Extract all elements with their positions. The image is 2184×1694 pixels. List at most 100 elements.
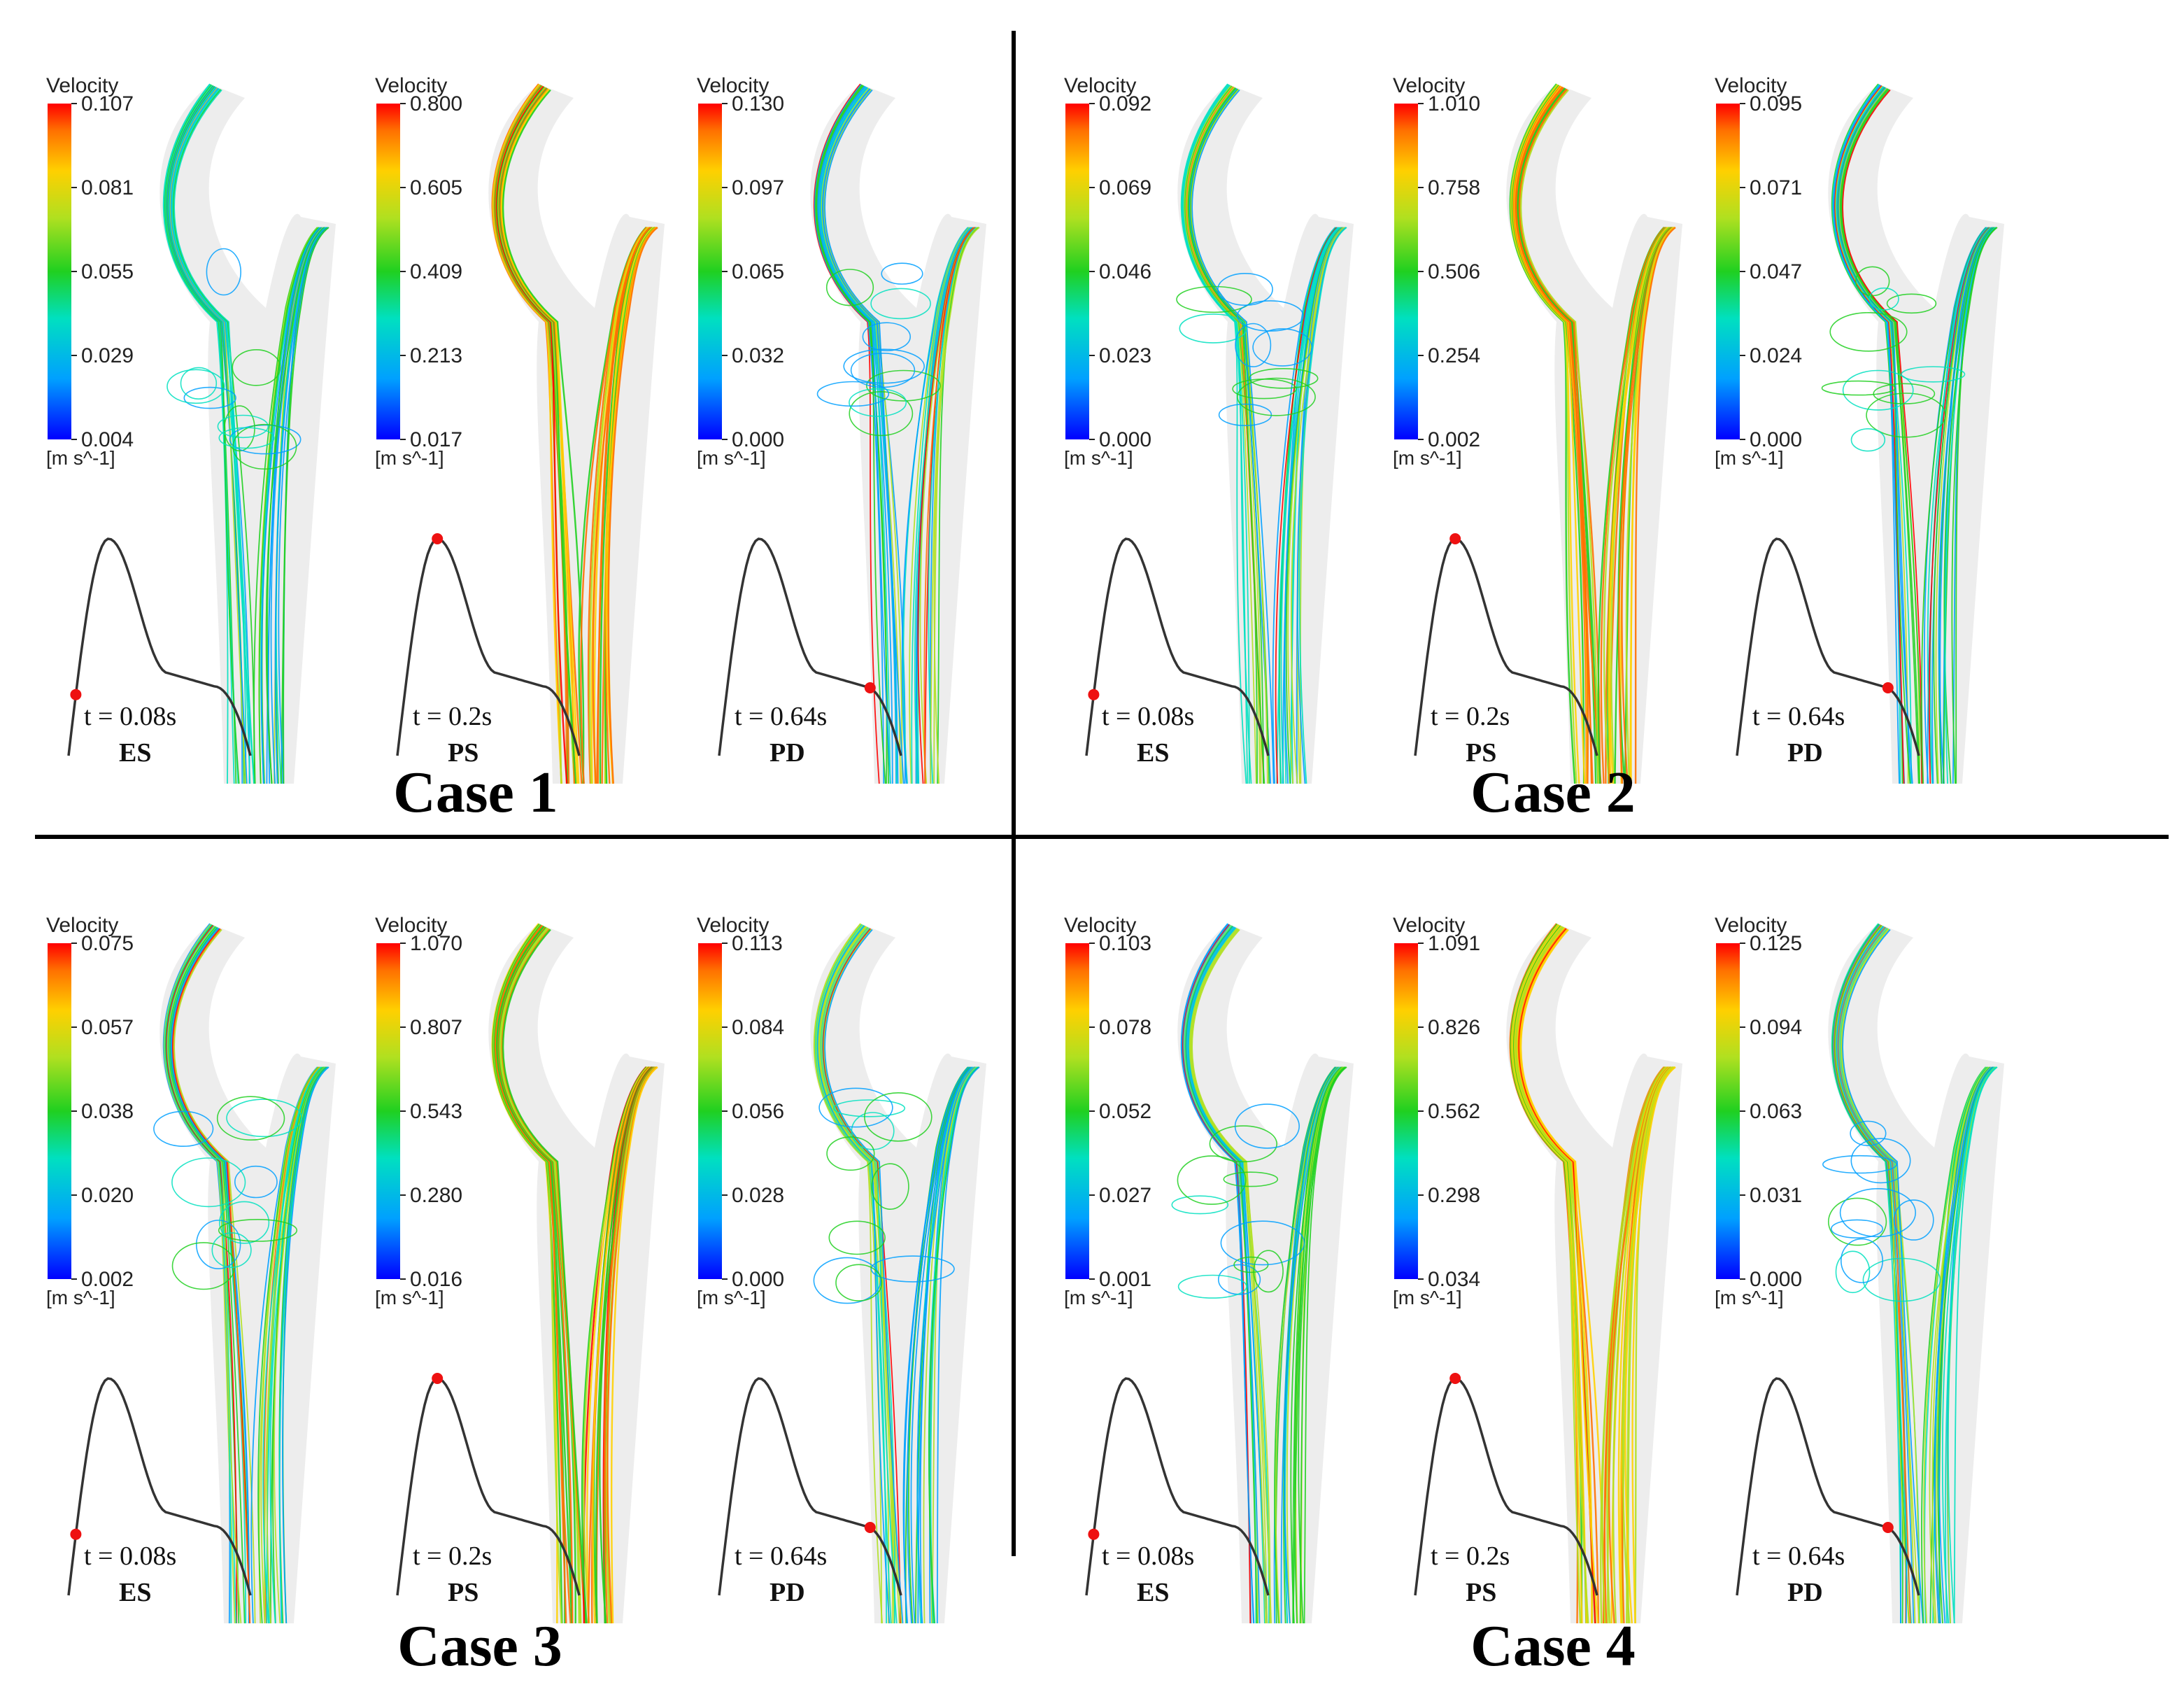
streamline	[250, 1066, 318, 1624]
recirculation-loop	[1822, 1155, 1897, 1174]
streamline	[1839, 88, 1920, 784]
recirculation-loop	[835, 1264, 883, 1301]
recirculation-loop	[881, 262, 923, 285]
streamline	[166, 85, 240, 784]
colorbar-tick-label: 0.057	[81, 1016, 134, 1039]
time-marker	[864, 682, 876, 693]
colorbar-tick-label: 0.000	[1750, 428, 1802, 451]
streamline	[173, 89, 255, 784]
recirculation-loop	[1217, 1264, 1261, 1295]
streamline	[283, 227, 329, 784]
streamline	[164, 924, 232, 1624]
vessel-silhouette	[1506, 924, 1682, 1623]
recirculation-loop	[1252, 328, 1313, 367]
recirculation-loop	[864, 1092, 933, 1142]
recirculation-loop	[1841, 1238, 1884, 1283]
colorbar-tick-label: 1.010	[1428, 92, 1480, 115]
streamline	[1634, 227, 1676, 784]
streamline	[169, 87, 246, 784]
recirculation-loop	[870, 288, 931, 320]
colorbar-tick-label: 0.506	[1428, 260, 1480, 283]
recirculation-loop	[1249, 367, 1319, 389]
colorbar-tick-label: 0.017	[410, 428, 462, 451]
streamline	[816, 924, 892, 1624]
colorbar	[1065, 104, 1089, 439]
colorbar	[376, 104, 400, 439]
time-label: t = 0.08s	[84, 1541, 176, 1571]
case-title: Case 3	[397, 1614, 562, 1679]
streamline	[165, 924, 240, 1624]
streamline	[821, 928, 898, 1624]
time-marker	[1088, 689, 1100, 700]
recirculation-loop	[870, 1255, 955, 1283]
colorbar-tick-label: 0.543	[410, 1100, 462, 1123]
recirculation-loop	[1850, 1138, 1911, 1184]
streamline	[824, 929, 904, 1624]
colorbar-unit: [m s^-1]	[1393, 447, 1462, 469]
recirculation-loop	[1220, 1220, 1305, 1266]
recirculation-loop	[211, 1232, 252, 1269]
colorbar-tick-label: 0.298	[1428, 1184, 1480, 1207]
recirculation-loop	[1217, 272, 1273, 306]
colorbar-tick-label: 1.091	[1428, 932, 1480, 955]
streamline	[1180, 83, 1247, 784]
legend-title: Velocity	[46, 74, 118, 97]
colorbar-tick-label: 0.078	[1099, 1016, 1151, 1039]
phase-label: PS	[1466, 1578, 1496, 1607]
streamline	[173, 929, 251, 1624]
streamline	[823, 88, 906, 784]
recirculation-loop	[826, 1136, 875, 1171]
flow-waveform	[396, 1377, 581, 1596]
phase-label: ES	[1137, 1578, 1169, 1607]
streamline	[1184, 925, 1257, 1624]
streamline	[163, 924, 236, 1624]
recirculation-loop	[216, 1096, 285, 1141]
colorbar-unit: [m s^-1]	[697, 1287, 766, 1308]
streamline	[282, 1066, 329, 1624]
colorbar	[1716, 943, 1740, 1279]
colorbar-unit: [m s^-1]	[46, 447, 115, 469]
phase-label: PD	[1787, 738, 1823, 768]
streamline	[1272, 227, 1336, 784]
time-marker	[1449, 533, 1461, 544]
recirculation-loop	[1253, 1250, 1284, 1293]
time-label: t = 0.64s	[735, 1541, 827, 1571]
vessel-silhouette	[810, 924, 986, 1623]
streamline	[818, 86, 893, 784]
phase-label: ES	[1137, 738, 1169, 768]
colorbar-tick-label: 0.001	[1099, 1268, 1151, 1291]
streamline	[172, 88, 255, 784]
colorbar	[48, 104, 71, 439]
recirculation-loop	[1821, 380, 1896, 396]
recirculation-loop	[1901, 366, 1966, 383]
streamline	[167, 86, 245, 784]
recirculation-loop	[1179, 313, 1247, 344]
streamline	[1191, 929, 1272, 1624]
time-label: t = 0.08s	[84, 702, 176, 731]
colorbar-tick-label: 0.063	[1750, 1100, 1802, 1123]
streamline	[817, 85, 891, 784]
time-label: t = 0.2s	[1431, 702, 1510, 731]
time-marker	[864, 1522, 876, 1533]
recirculation-loop	[825, 269, 874, 306]
streamline	[818, 86, 891, 784]
colorbar	[1716, 104, 1740, 439]
streamline	[1841, 928, 1920, 1624]
case-title: Case 2	[1470, 760, 1636, 825]
phase-label: PD	[770, 1578, 805, 1607]
streamline	[1188, 927, 1270, 1624]
colorbar-unit: [m s^-1]	[1064, 447, 1133, 469]
streamline	[1190, 928, 1268, 1624]
colorbar-tick-label: 0.094	[1750, 1016, 1802, 1039]
streamline	[1833, 84, 1900, 784]
legend-title: Velocity	[1393, 914, 1465, 937]
recirculation-loop	[818, 1087, 893, 1128]
recirculation-loop	[1893, 1199, 1934, 1241]
streamline	[1835, 85, 1909, 784]
streamline	[171, 88, 251, 784]
